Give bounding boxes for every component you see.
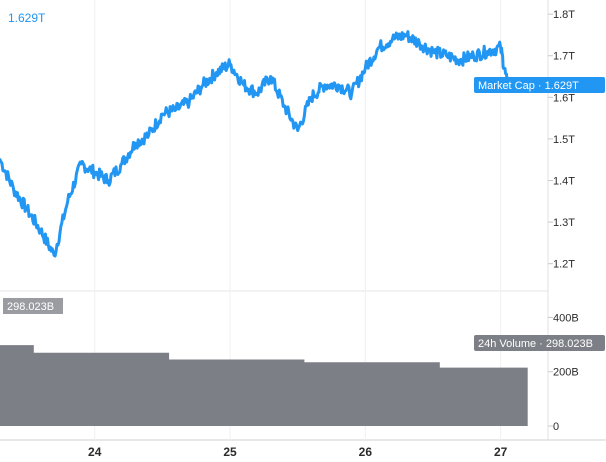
volume-y-tick-label: 200B (553, 367, 579, 379)
x-tick-label: 26 (359, 445, 373, 459)
price-y-axis: 1.2T 1.3T 1.4T 1.5T 1.6T 1.7T 1.8T (548, 9, 575, 271)
volume-y-tick-label: 400B (553, 312, 579, 324)
x-tick-label: 25 (223, 445, 237, 459)
volume-area-series (0, 345, 528, 426)
market-cap-line (0, 30, 509, 258)
volume-tag-label: 24h Volume · 298.023B (478, 338, 593, 350)
price-y-tick-label: 1.4T (553, 176, 575, 188)
volume-y-tick-label: 0 (553, 421, 559, 433)
volume-current-box (3, 298, 63, 314)
x-axis: 24 25 26 27 (88, 445, 508, 459)
market-cap-line-series (0, 30, 509, 258)
current-volume-label: 298.023B (7, 301, 54, 313)
current-market-cap-label: 1.629T (8, 11, 46, 25)
price-y-tick-label: 1.6T (553, 92, 575, 104)
volume-tag-box (474, 335, 605, 351)
price-y-tick-label: 1.7T (553, 51, 575, 63)
market-cap-tag-label: Market Cap · 1.629T (478, 80, 579, 92)
x-tick-label: 24 (88, 445, 102, 459)
price-y-tick-label: 1.2T (553, 259, 575, 271)
market-cap-tag-box (474, 77, 605, 93)
volume-y-axis: 0 200B 400B (548, 312, 579, 433)
x-tick-label: 27 (494, 445, 508, 459)
price-y-tick-label: 1.8T (553, 9, 575, 21)
volume-area (0, 345, 528, 426)
price-y-tick-label: 1.3T (553, 217, 575, 229)
price-y-tick-label: 1.5T (553, 134, 575, 146)
